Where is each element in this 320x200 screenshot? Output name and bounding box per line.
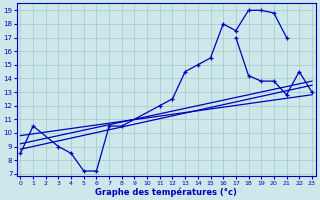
X-axis label: Graphe des températures (°c): Graphe des températures (°c): [95, 187, 237, 197]
